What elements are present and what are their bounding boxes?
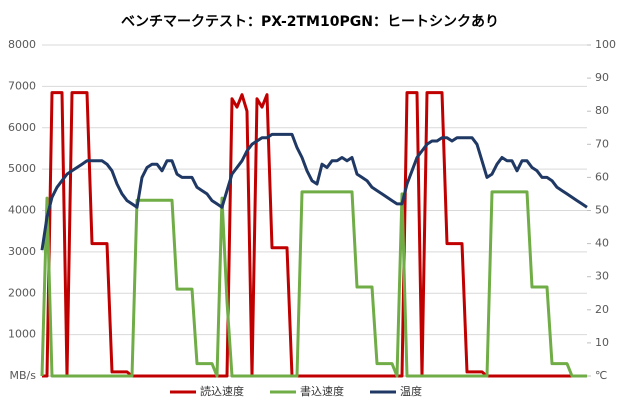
y2-tick-label: 60 bbox=[595, 170, 609, 183]
y-tick-label: 5000 bbox=[8, 162, 36, 175]
series-line bbox=[40, 132, 588, 251]
y2-tick-label: 80 bbox=[595, 104, 609, 117]
y-tick-label: 6000 bbox=[8, 121, 36, 134]
y2-tick-label: 30 bbox=[595, 270, 609, 283]
y2-tick-label: 10 bbox=[595, 336, 609, 349]
y-tick-label: 8000 bbox=[8, 38, 36, 51]
series-line bbox=[42, 91, 587, 378]
y-tick-label: 7000 bbox=[8, 79, 36, 92]
y-tick-label: 3000 bbox=[8, 245, 36, 258]
y2-tick-label: 70 bbox=[595, 137, 609, 150]
y2-tick-label: 50 bbox=[595, 204, 609, 217]
legend-label: 読込速度 bbox=[200, 384, 244, 398]
y-tick-label: 1000 bbox=[8, 328, 36, 341]
legend-label: 書込速度 bbox=[300, 384, 344, 398]
y2-tick-label: 40 bbox=[595, 237, 609, 250]
y-tick-label: MB/s bbox=[10, 369, 37, 382]
y-tick-label: 4000 bbox=[8, 204, 36, 217]
legend-label: 温度 bbox=[400, 384, 422, 398]
y2-tick-label: 100 bbox=[595, 38, 616, 51]
y2-tick-label: 90 bbox=[595, 71, 609, 84]
series-line bbox=[40, 190, 587, 378]
y-tick-label: 2000 bbox=[8, 286, 36, 299]
chart-title: ベンチマークテスト：PX-2TM10PGN：ヒートシンクあり bbox=[121, 14, 499, 30]
y2-tick-label: ℃ bbox=[595, 369, 607, 382]
y2-tick-label: 20 bbox=[595, 303, 609, 316]
